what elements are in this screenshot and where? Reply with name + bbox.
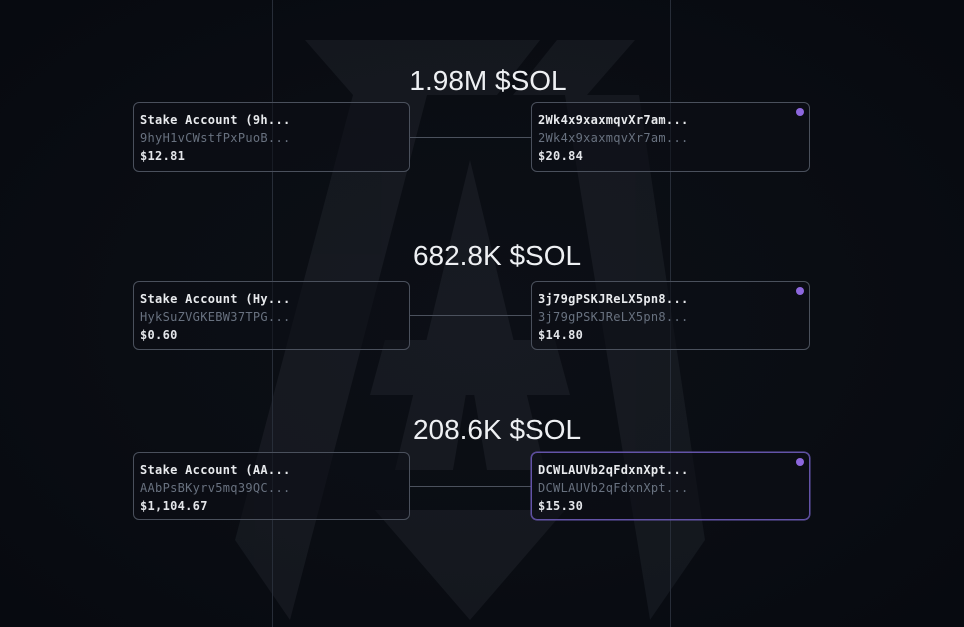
node-usd-value: $0.60 (140, 328, 178, 342)
node-address: DCWLAUVb2qFdxnXpt... (538, 481, 689, 495)
entity-indicator-dot-icon (796, 287, 804, 295)
node-title: 2Wk4x9xaxmqvXr7am... (538, 113, 689, 127)
source-node[interactable]: Stake Account (Hy... HykSuZVGKEBW37TPG..… (133, 281, 410, 350)
node-title: Stake Account (9h... (140, 113, 291, 127)
transfer-amount-label[interactable]: 1.98M $SOL (409, 65, 567, 96)
transfer-edge (410, 137, 531, 138)
node-address: 9hyH1vCWstfPxPuoB... (140, 131, 291, 145)
node-usd-value: $14.80 (538, 328, 584, 342)
transfer-amount-label[interactable]: 682.8K $SOL (412, 240, 582, 271)
transfer-edge (410, 486, 531, 487)
target-node[interactable]: 2Wk4x9xaxmqvXr7am... 2Wk4x9xaxmqvXr7am..… (531, 102, 810, 172)
node-title: Stake Account (AA... (140, 463, 291, 477)
node-usd-value: $12.81 (140, 149, 186, 163)
transfer-amount-label[interactable]: 208.6K $SOL (412, 414, 582, 445)
target-node[interactable]: 3j79gPSKJReLX5pn8... 3j79gPSKJReLX5pn8..… (531, 281, 810, 350)
node-title: DCWLAUVb2qFdxnXpt... (538, 463, 689, 477)
source-node[interactable]: Stake Account (9h... 9hyH1vCWstfPxPuoB..… (133, 102, 410, 172)
entity-indicator-dot-icon (796, 458, 804, 466)
node-title: 3j79gPSKJReLX5pn8... (538, 292, 689, 306)
node-address: 3j79gPSKJReLX5pn8... (538, 310, 689, 324)
node-address: 2Wk4x9xaxmqvXr7am... (538, 131, 689, 145)
node-title: Stake Account (Hy... (140, 292, 291, 306)
source-node[interactable]: Stake Account (AA... AAbPsBKyrv5mq39QC..… (133, 452, 410, 520)
node-usd-value: $20.84 (538, 149, 584, 163)
target-node[interactable]: DCWLAUVb2qFdxnXpt... DCWLAUVb2qFdxnXpt..… (531, 452, 810, 520)
entity-indicator-dot-icon (796, 108, 804, 116)
node-address: AAbPsBKyrv5mq39QC... (140, 481, 291, 495)
node-usd-value: $1,104.67 (140, 499, 208, 513)
node-usd-value: $15.30 (538, 499, 584, 513)
node-address: HykSuZVGKEBW37TPG... (140, 310, 291, 324)
transfer-edge (410, 315, 531, 316)
